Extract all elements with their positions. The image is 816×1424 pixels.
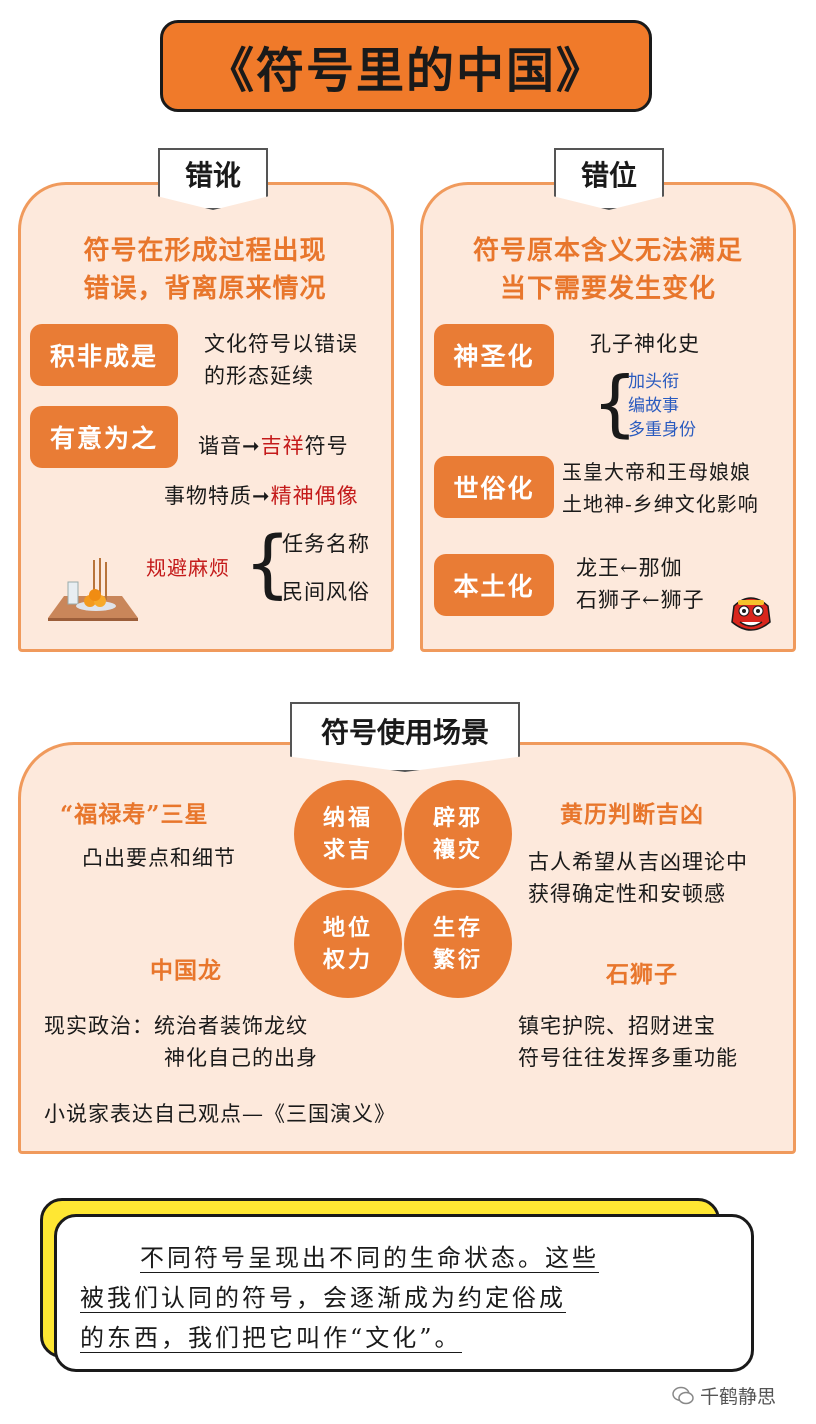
secular-desc: 玉皇大帝和王母娘娘 土地神-乡绅文化影响 bbox=[562, 460, 759, 516]
right-panel-subtitle: 符号原本含义无法满足 当下需要发生变化 bbox=[472, 236, 743, 304]
scene-br-heading: 石狮子 bbox=[606, 961, 678, 988]
sub-list: 加头衔 编故事 多重身份 bbox=[628, 372, 696, 440]
confucius-desc: 孔子神化史 bbox=[590, 332, 700, 356]
circle-nafu-qiuji: 纳福 求吉 bbox=[294, 780, 402, 888]
scenes-panel-tab-label: 符号使用场景 bbox=[320, 716, 489, 749]
avoid-option-2: 民间风俗 bbox=[282, 580, 370, 604]
circle-shengcun-fanyan: 生存 繁衍 bbox=[404, 890, 512, 998]
scene-tr-desc: 古人希望从吉凶理论中 获得确定性和安顿感 bbox=[528, 850, 748, 906]
pill-youyiweizhi: 有意为之 bbox=[30, 406, 178, 468]
left-brace-icon: { bbox=[244, 521, 292, 607]
scene-br-desc: 镇宅护院、招财进宝 符号往往发挥多重功能 bbox=[518, 1014, 738, 1070]
avoid-option-1: 任务名称 bbox=[282, 532, 370, 556]
localized-desc: 龙王←那伽 石狮子←狮子 bbox=[576, 556, 705, 612]
scene-bl-heading: 中国龙 bbox=[150, 957, 222, 984]
scene-bl-desc-1: 现实政治：统治者装饰龙纹 bbox=[44, 1014, 308, 1038]
pill-bentuhua: 本土化 bbox=[434, 554, 554, 616]
pill-shenshenghua: 神圣化 bbox=[434, 324, 554, 386]
callout-text: 不同符号呈现出不同的生命状态。这些 被我们认同的符号，会逐渐成为约定俗成 的东西… bbox=[80, 1244, 599, 1353]
left-panel-tab: 错讹 bbox=[158, 148, 268, 210]
scene-tl-heading: “福禄寿”三星 bbox=[60, 801, 209, 828]
scene-bl-desc-3: 小说家表达自己观点—《三国演义》 bbox=[44, 1102, 396, 1126]
watermark: 千鹤静思 bbox=[672, 1382, 776, 1409]
trait-row: 事物特质➞精神偶像 bbox=[164, 484, 359, 508]
avoid-label: 规避麻烦 bbox=[146, 556, 230, 580]
arrow-icon: ➞ bbox=[242, 434, 261, 458]
arrow-icon: ➞ bbox=[252, 484, 271, 508]
pill-shisuhua: 世俗化 bbox=[434, 456, 554, 518]
circle-bixie-rangzai: 辟邪 禳灾 bbox=[404, 780, 512, 888]
callout-box bbox=[54, 1214, 754, 1372]
scene-bl-desc-2: 神化自己的出身 bbox=[164, 1046, 318, 1070]
item1-desc: 文化符号以错误 的形态延续 bbox=[204, 332, 358, 388]
scenes-panel-tab: 符号使用场景 bbox=[290, 702, 520, 772]
wechat-icon bbox=[672, 1386, 694, 1404]
pill-jifeichengshi: 积非成是 bbox=[30, 324, 178, 386]
circle-diwei-quanli: 地位 权力 bbox=[294, 890, 402, 998]
scene-tr-heading: 黄历判断吉凶 bbox=[560, 801, 704, 828]
lion-dance-icon bbox=[731, 597, 771, 631]
page-title: 《符号里的中国》 bbox=[160, 20, 652, 112]
right-brace-icon: { bbox=[592, 361, 638, 445]
right-panel-tab-label: 错位 bbox=[580, 159, 637, 192]
homophone-row: 谐音➞吉祥符号 bbox=[198, 434, 349, 458]
left-panel-subtitle: 符号在形成过程出现 错误，背离原来情况 bbox=[83, 236, 327, 304]
scene-tl-desc: 凸出要点和细节 bbox=[82, 846, 236, 870]
right-panel-tab: 错位 bbox=[554, 148, 664, 210]
left-panel-tab-label: 错讹 bbox=[184, 159, 241, 192]
offering-tray-icon bbox=[48, 558, 138, 621]
